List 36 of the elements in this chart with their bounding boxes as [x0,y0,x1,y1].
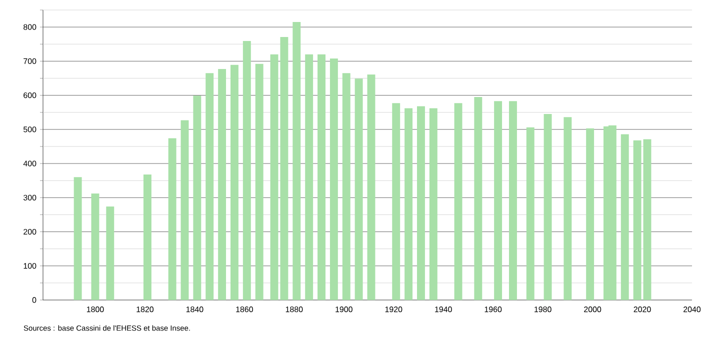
bar [429,108,438,300]
bar [74,177,82,300]
bar [526,127,534,300]
bar [168,138,176,300]
bar [633,140,642,300]
bar [354,78,363,300]
bar [508,101,517,300]
bar [474,97,482,300]
bar [367,74,376,300]
bar [280,36,288,300]
bar [218,69,226,300]
bar [292,22,301,300]
bar [404,108,413,300]
bar [620,134,629,300]
bar [255,64,264,300]
bar [206,73,214,300]
bar [416,106,425,300]
bar [193,96,202,300]
bar [318,54,326,300]
bar [270,54,278,300]
bar [305,54,314,300]
bar [643,139,652,300]
bar [586,128,594,300]
bar [564,117,572,300]
bar [494,101,502,300]
bar [330,58,338,300]
bar [230,64,238,300]
bar [143,174,152,300]
bar [544,114,552,300]
bar [454,103,462,300]
bar [242,41,251,300]
bar [342,73,350,300]
bar [106,206,114,300]
bar [180,120,189,300]
bar [392,103,400,300]
bar [91,194,100,300]
